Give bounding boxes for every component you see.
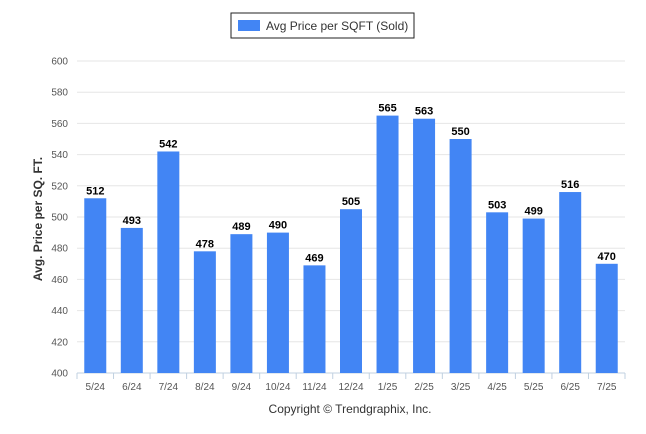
- legend-box: [230, 12, 415, 39]
- bars: [84, 115, 618, 373]
- bar-12-24[interactable]: [340, 209, 362, 373]
- bar-7-24[interactable]: [157, 151, 180, 373]
- x-tick-label: 9/24: [232, 382, 252, 393]
- data-label: 505: [342, 196, 360, 208]
- y-tick-label: 440: [51, 306, 68, 317]
- x-tick-label: 2/25: [414, 382, 434, 393]
- bar-3-25[interactable]: [449, 139, 472, 373]
- y-tick-label: 540: [51, 150, 68, 161]
- y-axis-title: Avg. Price per SQ. FT.: [31, 157, 45, 281]
- y-tick-label: 400: [51, 369, 68, 380]
- x-axis-ticks: 5/24 6/24 7/24 8/24 9/24 10/24 11/24 12/24 1/25 2…: [76, 373, 626, 393]
- y-tick-label: 520: [51, 181, 68, 192]
- x-tick-label: 7/24: [159, 382, 179, 393]
- y-tick-label: 560: [51, 119, 68, 130]
- data-label: 516: [561, 179, 579, 191]
- x-tick-label: 12/24: [338, 382, 363, 393]
- y-tick-label: 480: [51, 244, 68, 255]
- bar-9-24[interactable]: [230, 234, 253, 373]
- data-labels: 512 493 542 478 489 490 469 505 565 563 550 503 499 5…: [86, 103, 616, 265]
- data-label: 469: [305, 252, 323, 264]
- bar-5-25[interactable]: [522, 218, 545, 373]
- data-label: 563: [415, 106, 433, 118]
- data-label: 470: [598, 251, 616, 263]
- legend[interactable]: Avg Price per SQFT (Sold): [230, 12, 415, 39]
- y-tick-label: 600: [51, 57, 68, 68]
- data-label: 499: [524, 206, 542, 218]
- data-label: 503: [488, 199, 506, 211]
- data-label: 490: [269, 220, 287, 232]
- y-tick-label: 580: [51, 88, 68, 99]
- data-label: 512: [86, 185, 104, 197]
- data-label: 565: [378, 103, 396, 115]
- x-tick-label: 10/24: [265, 382, 290, 393]
- bar-1-25[interactable]: [376, 115, 399, 373]
- data-label: 489: [232, 221, 250, 233]
- data-label: 542: [159, 138, 177, 150]
- data-label: 478: [196, 238, 214, 250]
- data-label: 493: [123, 215, 141, 227]
- data-label: 550: [451, 126, 469, 138]
- x-tick-label: 5/25: [524, 382, 544, 393]
- y-tick-label: 460: [51, 275, 68, 286]
- x-tick-label: 8/24: [195, 382, 215, 393]
- bar-6-24[interactable]: [120, 227, 143, 373]
- x-tick-label: 6/25: [560, 382, 580, 393]
- bar-6-25[interactable]: [559, 192, 582, 373]
- bar-4-25[interactable]: [486, 212, 509, 373]
- credits: Copyright © Trendgraphix, Inc.: [269, 402, 432, 416]
- bar-5-24[interactable]: [84, 198, 107, 373]
- bar-2-25[interactable]: [413, 118, 436, 373]
- y-axis-ticks: 400 420 440 460 480 500 520 540 560 580 600: [51, 57, 68, 380]
- x-tick-label: 1/25: [378, 382, 398, 393]
- y-tick-label: 420: [51, 337, 68, 348]
- bar-7-25[interactable]: [595, 263, 618, 373]
- x-tick-label: 7/25: [597, 382, 617, 393]
- bar-8-24[interactable]: [193, 251, 216, 373]
- legend-swatch: [238, 20, 260, 31]
- legend-label: Avg Price per SQFT (Sold): [266, 19, 408, 33]
- x-tick-label: 5/24: [86, 382, 106, 393]
- y-tick-label: 500: [51, 213, 68, 224]
- x-tick-label: 3/25: [451, 382, 471, 393]
- x-tick-label: 11/24: [302, 382, 327, 393]
- bar-10-24[interactable]: [266, 232, 289, 373]
- bar-11-24[interactable]: [303, 265, 326, 373]
- x-tick-label: 6/24: [122, 382, 142, 393]
- x-tick-label: 4/25: [487, 382, 507, 393]
